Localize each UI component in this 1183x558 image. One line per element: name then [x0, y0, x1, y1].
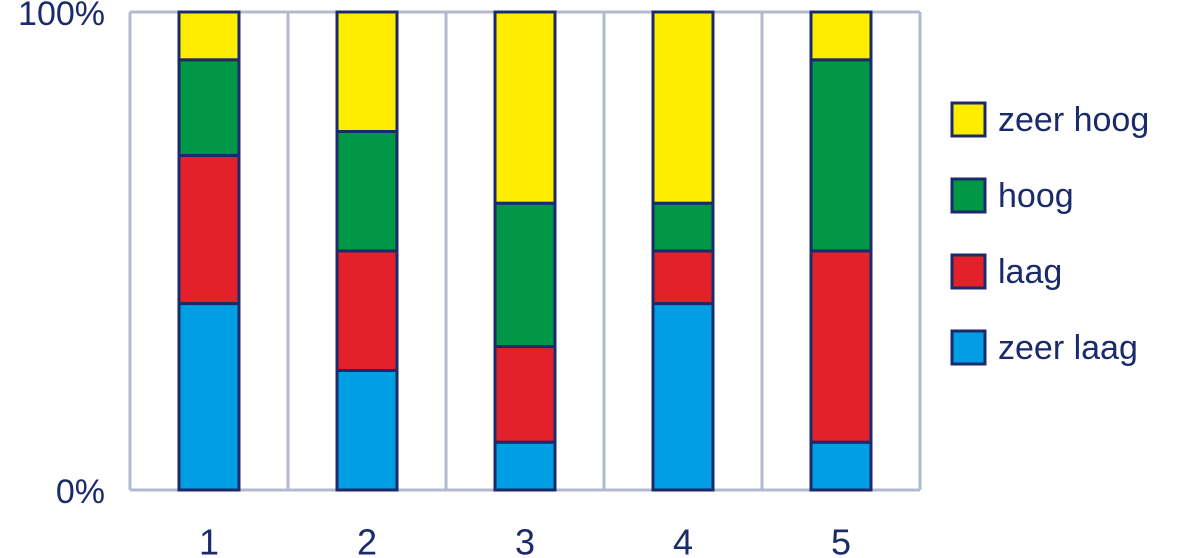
legend-swatch: [950, 101, 987, 138]
bar-segment: [177, 58, 241, 157]
x-tick-label: 5: [831, 522, 851, 558]
bar-segment: [335, 369, 399, 492]
bar-segment: [651, 10, 715, 205]
bar-segment: [493, 345, 557, 444]
bar-segment: [177, 302, 241, 492]
y-tick-label: 0%: [56, 473, 105, 511]
legend-label: zeer laag: [998, 329, 1138, 367]
bar-segment: [493, 201, 557, 349]
x-tick-label: 1: [199, 522, 219, 558]
legend-swatch: [950, 329, 987, 366]
bar-segment: [809, 249, 873, 444]
bar-segment: [809, 10, 873, 62]
bar-segment: [809, 440, 873, 492]
legend-swatch: [950, 253, 987, 290]
bar-segment: [651, 302, 715, 492]
bar-segment: [177, 153, 241, 306]
bar-segment: [493, 440, 557, 492]
x-tick-label: 2: [357, 522, 377, 558]
bar-segment: [335, 249, 399, 372]
bar-segment: [177, 10, 241, 62]
legend-label: hoog: [998, 177, 1074, 215]
legend-label: zeer hoog: [998, 101, 1149, 139]
legend-swatch: [950, 177, 987, 214]
legend-label: laag: [998, 253, 1062, 291]
bar-segment: [651, 249, 715, 306]
bar-segment: [809, 58, 873, 253]
x-tick-label: 4: [673, 522, 693, 558]
y-tick-label: 100%: [18, 0, 105, 33]
bar-segment: [335, 130, 399, 253]
bar-segment: [335, 10, 399, 133]
bar-segment: [493, 10, 557, 205]
bar-segment: [651, 201, 715, 253]
x-tick-label: 3: [515, 522, 535, 558]
